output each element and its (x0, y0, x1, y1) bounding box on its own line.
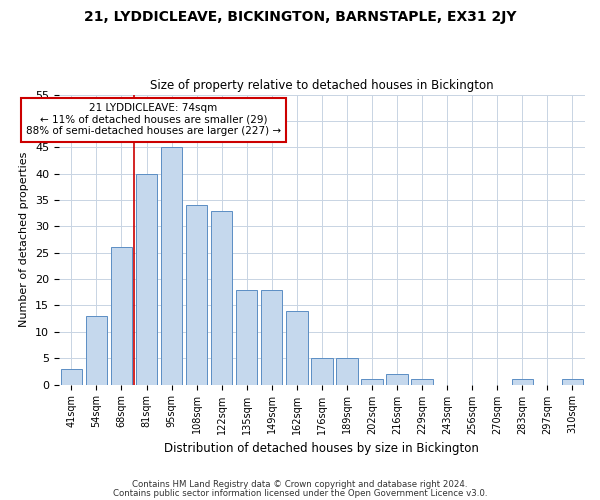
Bar (61, 369, 82, 384)
Bar (512, 380, 533, 384)
Bar (211, 210, 232, 384)
X-axis label: Distribution of detached houses by size in Bickington: Distribution of detached houses by size … (164, 442, 479, 455)
Bar (186, 206, 208, 384)
Title: Size of property relative to detached houses in Bickington: Size of property relative to detached ho… (150, 79, 494, 92)
Bar (386, 374, 408, 384)
Bar (562, 380, 583, 384)
Text: 21 LYDDICLEAVE: 74sqm
← 11% of detached houses are smaller (29)
88% of semi-deta: 21 LYDDICLEAVE: 74sqm ← 11% of detached … (26, 104, 281, 136)
Text: Contains HM Land Registry data © Crown copyright and database right 2024.: Contains HM Land Registry data © Crown c… (132, 480, 468, 489)
Bar (111, 248, 132, 384)
Bar (337, 358, 358, 384)
Bar (236, 290, 257, 384)
Bar (361, 380, 383, 384)
Bar (161, 148, 182, 384)
Text: Contains public sector information licensed under the Open Government Licence v3: Contains public sector information licen… (113, 488, 487, 498)
Bar (261, 290, 283, 384)
Bar (86, 316, 107, 384)
Text: 21, LYDDICLEAVE, BICKINGTON, BARNSTAPLE, EX31 2JY: 21, LYDDICLEAVE, BICKINGTON, BARNSTAPLE,… (84, 10, 516, 24)
Bar (136, 174, 157, 384)
Y-axis label: Number of detached properties: Number of detached properties (19, 152, 29, 327)
Bar (311, 358, 332, 384)
Bar (412, 380, 433, 384)
Bar (286, 310, 308, 384)
